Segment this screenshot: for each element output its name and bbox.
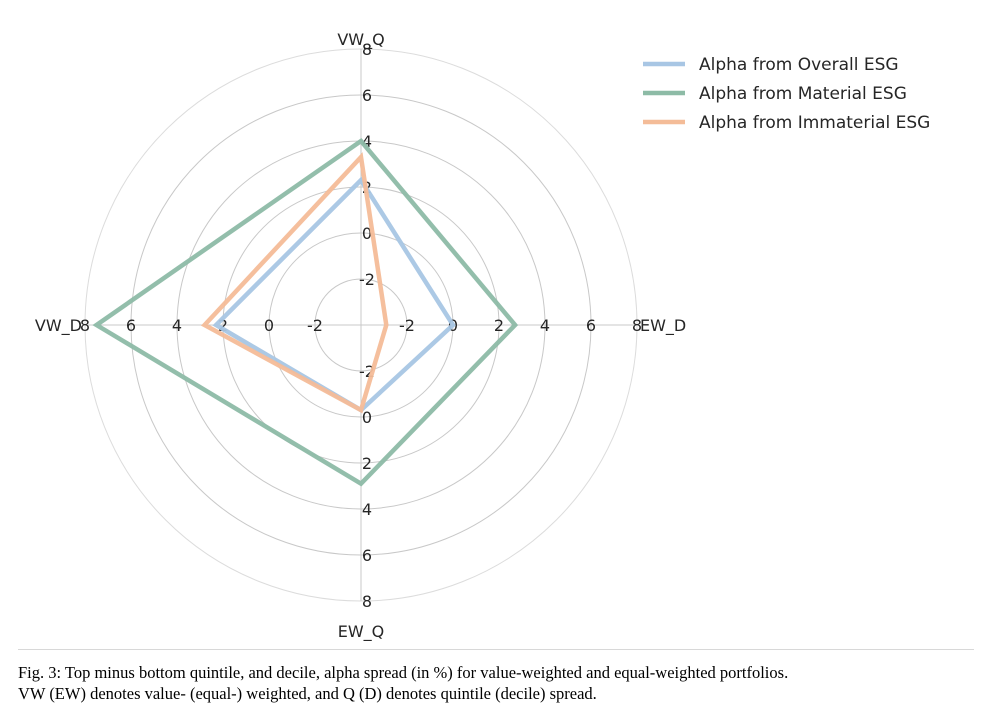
tick-label: 8 — [362, 592, 372, 611]
tick-label: 4 — [362, 500, 372, 519]
tick-label: -2 — [399, 316, 415, 335]
tick-label: -2 — [359, 270, 375, 289]
tick-label: 2 — [218, 316, 228, 335]
tick-label: 6 — [362, 546, 372, 565]
tick-label: 6 — [586, 316, 596, 335]
tick-label: 0 — [264, 316, 274, 335]
tick-label: -2 — [307, 316, 323, 335]
legend: Alpha from Overall ESG Alpha from Materia… — [643, 55, 930, 133]
legend-entry-1: Alpha from Overall ESG — [699, 55, 899, 75]
axis-label-ew-d: EW_D — [640, 316, 686, 336]
series-line-3 — [200, 152, 389, 414]
legend-entry-2: Alpha from Material ESG — [699, 84, 907, 104]
tick-label: 4 — [540, 316, 550, 335]
tick-label: 4 — [172, 316, 182, 335]
tick-label: 4 — [362, 132, 372, 151]
tick-label: 8 — [362, 40, 372, 59]
tick-label: 2 — [494, 316, 504, 335]
caption-line-1: Fig. 3: Top minus bottom quintile, and d… — [18, 663, 789, 682]
series-line-2 — [92, 137, 519, 487]
axis-label-vw-d: VW_D — [35, 316, 82, 336]
tick-label: 6 — [362, 86, 372, 105]
grid-layer — [84, 48, 638, 602]
tick-label: 2 — [362, 454, 372, 473]
caption-divider — [18, 649, 974, 650]
axis-label-ew-q: EW_Q — [338, 622, 385, 642]
figure-caption: Fig. 3: Top minus bottom quintile, and d… — [18, 662, 988, 704]
tick-label: 0 — [362, 408, 372, 427]
axis-label-vw-q: VW_Q — [337, 30, 384, 50]
tick-label: 8 — [632, 316, 642, 335]
axis-label-layer: VW_Q EW_D EW_Q VW_D — [35, 30, 686, 642]
caption-line-2: VW (EW) denotes value- (equal-) weighted… — [18, 684, 597, 703]
tick-label: 0 — [362, 224, 372, 243]
tick-label: 6 — [126, 316, 136, 335]
series-layer — [92, 137, 519, 487]
legend-entry-3: Alpha from Immaterial ESG — [699, 113, 930, 133]
tick-label: 8 — [80, 316, 90, 335]
